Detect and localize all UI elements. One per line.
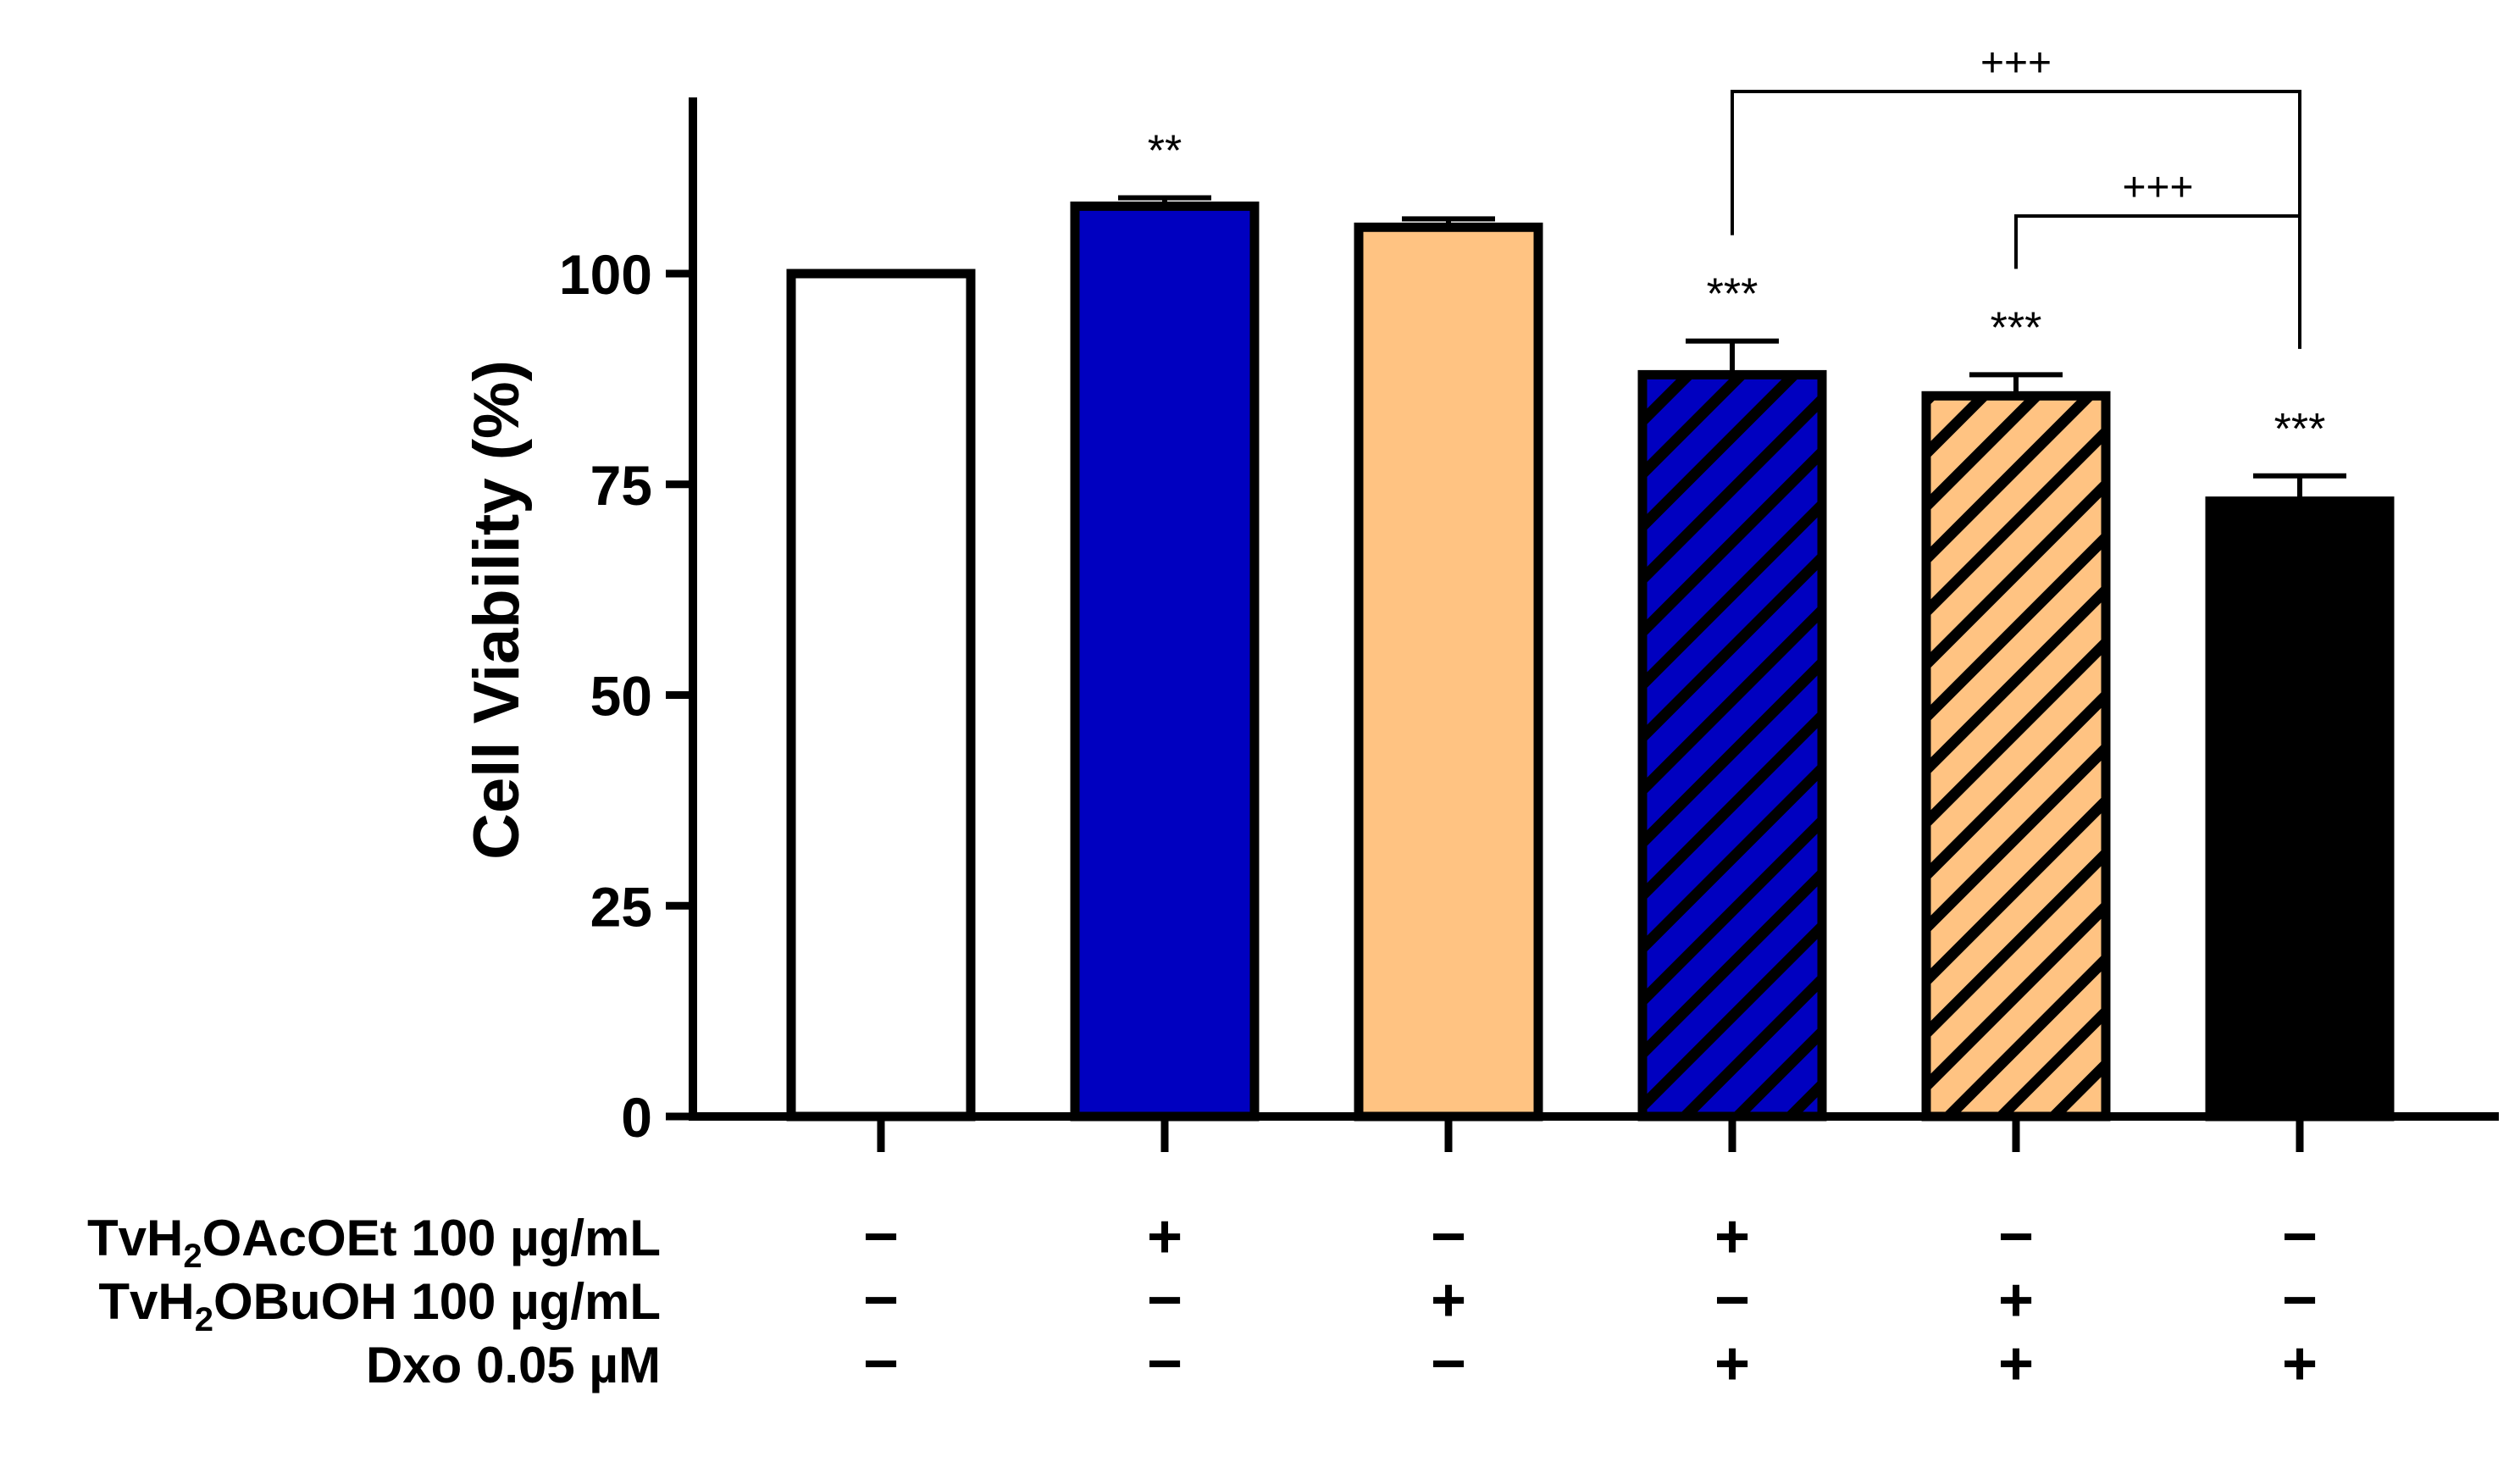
treatment-sign: + — [1431, 1266, 1466, 1334]
treatment-sign: + — [1714, 1330, 1750, 1398]
bar-fill — [2210, 501, 2390, 1116]
comparison-bracket — [2014, 214, 2301, 349]
treatment-row-label: Dxo 0.05 µM — [366, 1337, 661, 1393]
bar-fill — [1359, 227, 1538, 1116]
treatment-sign: − — [2282, 1203, 2318, 1271]
significance-label: *** — [2274, 405, 2326, 454]
significance-label: *** — [1991, 303, 2042, 352]
treatment-row-label: TvH2OAcOEt 100 µg/mL — [87, 1210, 661, 1275]
bracket-label: +++ — [2122, 165, 2193, 210]
significance-label: ** — [1148, 126, 1182, 175]
y-tick-label: 0 — [621, 1086, 652, 1149]
treatment-sign: − — [2282, 1266, 2318, 1334]
treatment-row-label: TvH2OBuOH 100 µg/mL — [98, 1273, 661, 1338]
treatment-sign: − — [1714, 1266, 1750, 1334]
treatment-sign: + — [1998, 1266, 2034, 1334]
bar-outline — [786, 269, 976, 1122]
treatment-sign: − — [1147, 1266, 1182, 1334]
y-tick-label: 100 — [559, 243, 652, 306]
bar-fill — [791, 274, 971, 1116]
treatment-sign: − — [1147, 1330, 1182, 1398]
treatment-sign: − — [1998, 1203, 2034, 1271]
y-axis-label: Cell Viability (%) — [461, 360, 533, 860]
y-tick-label: 75 — [590, 454, 652, 517]
treatment-sign: + — [1714, 1203, 1750, 1271]
treatment-sign: − — [1431, 1330, 1466, 1398]
annotations: ***********++++++ — [1148, 41, 2326, 454]
y-tick-label: 50 — [590, 665, 652, 728]
significance-label: *** — [1707, 270, 1758, 319]
bar-hatch — [1926, 396, 2106, 1116]
y-tick-label: 25 — [590, 875, 652, 938]
treatment-table: TvH2OAcOEt 100 µg/mL − + − + − −TvH2OBuOH 100 … — [87, 1203, 2318, 1398]
bars — [786, 195, 2395, 1122]
treatment-sign: + — [1147, 1203, 1182, 1271]
treatment-sign: − — [1431, 1203, 1466, 1271]
bracket-label: +++ — [1980, 41, 2052, 86]
bar-fill — [1075, 206, 1254, 1116]
bar-hatch — [1642, 374, 1822, 1116]
treatment-sign: + — [1998, 1330, 2034, 1398]
axes: 0 25 50 75 100 — [559, 97, 2499, 1152]
treatment-sign: + — [2282, 1330, 2318, 1398]
treatment-sign: − — [863, 1266, 899, 1334]
treatment-sign: − — [863, 1330, 899, 1398]
treatment-sign: − — [863, 1203, 899, 1271]
